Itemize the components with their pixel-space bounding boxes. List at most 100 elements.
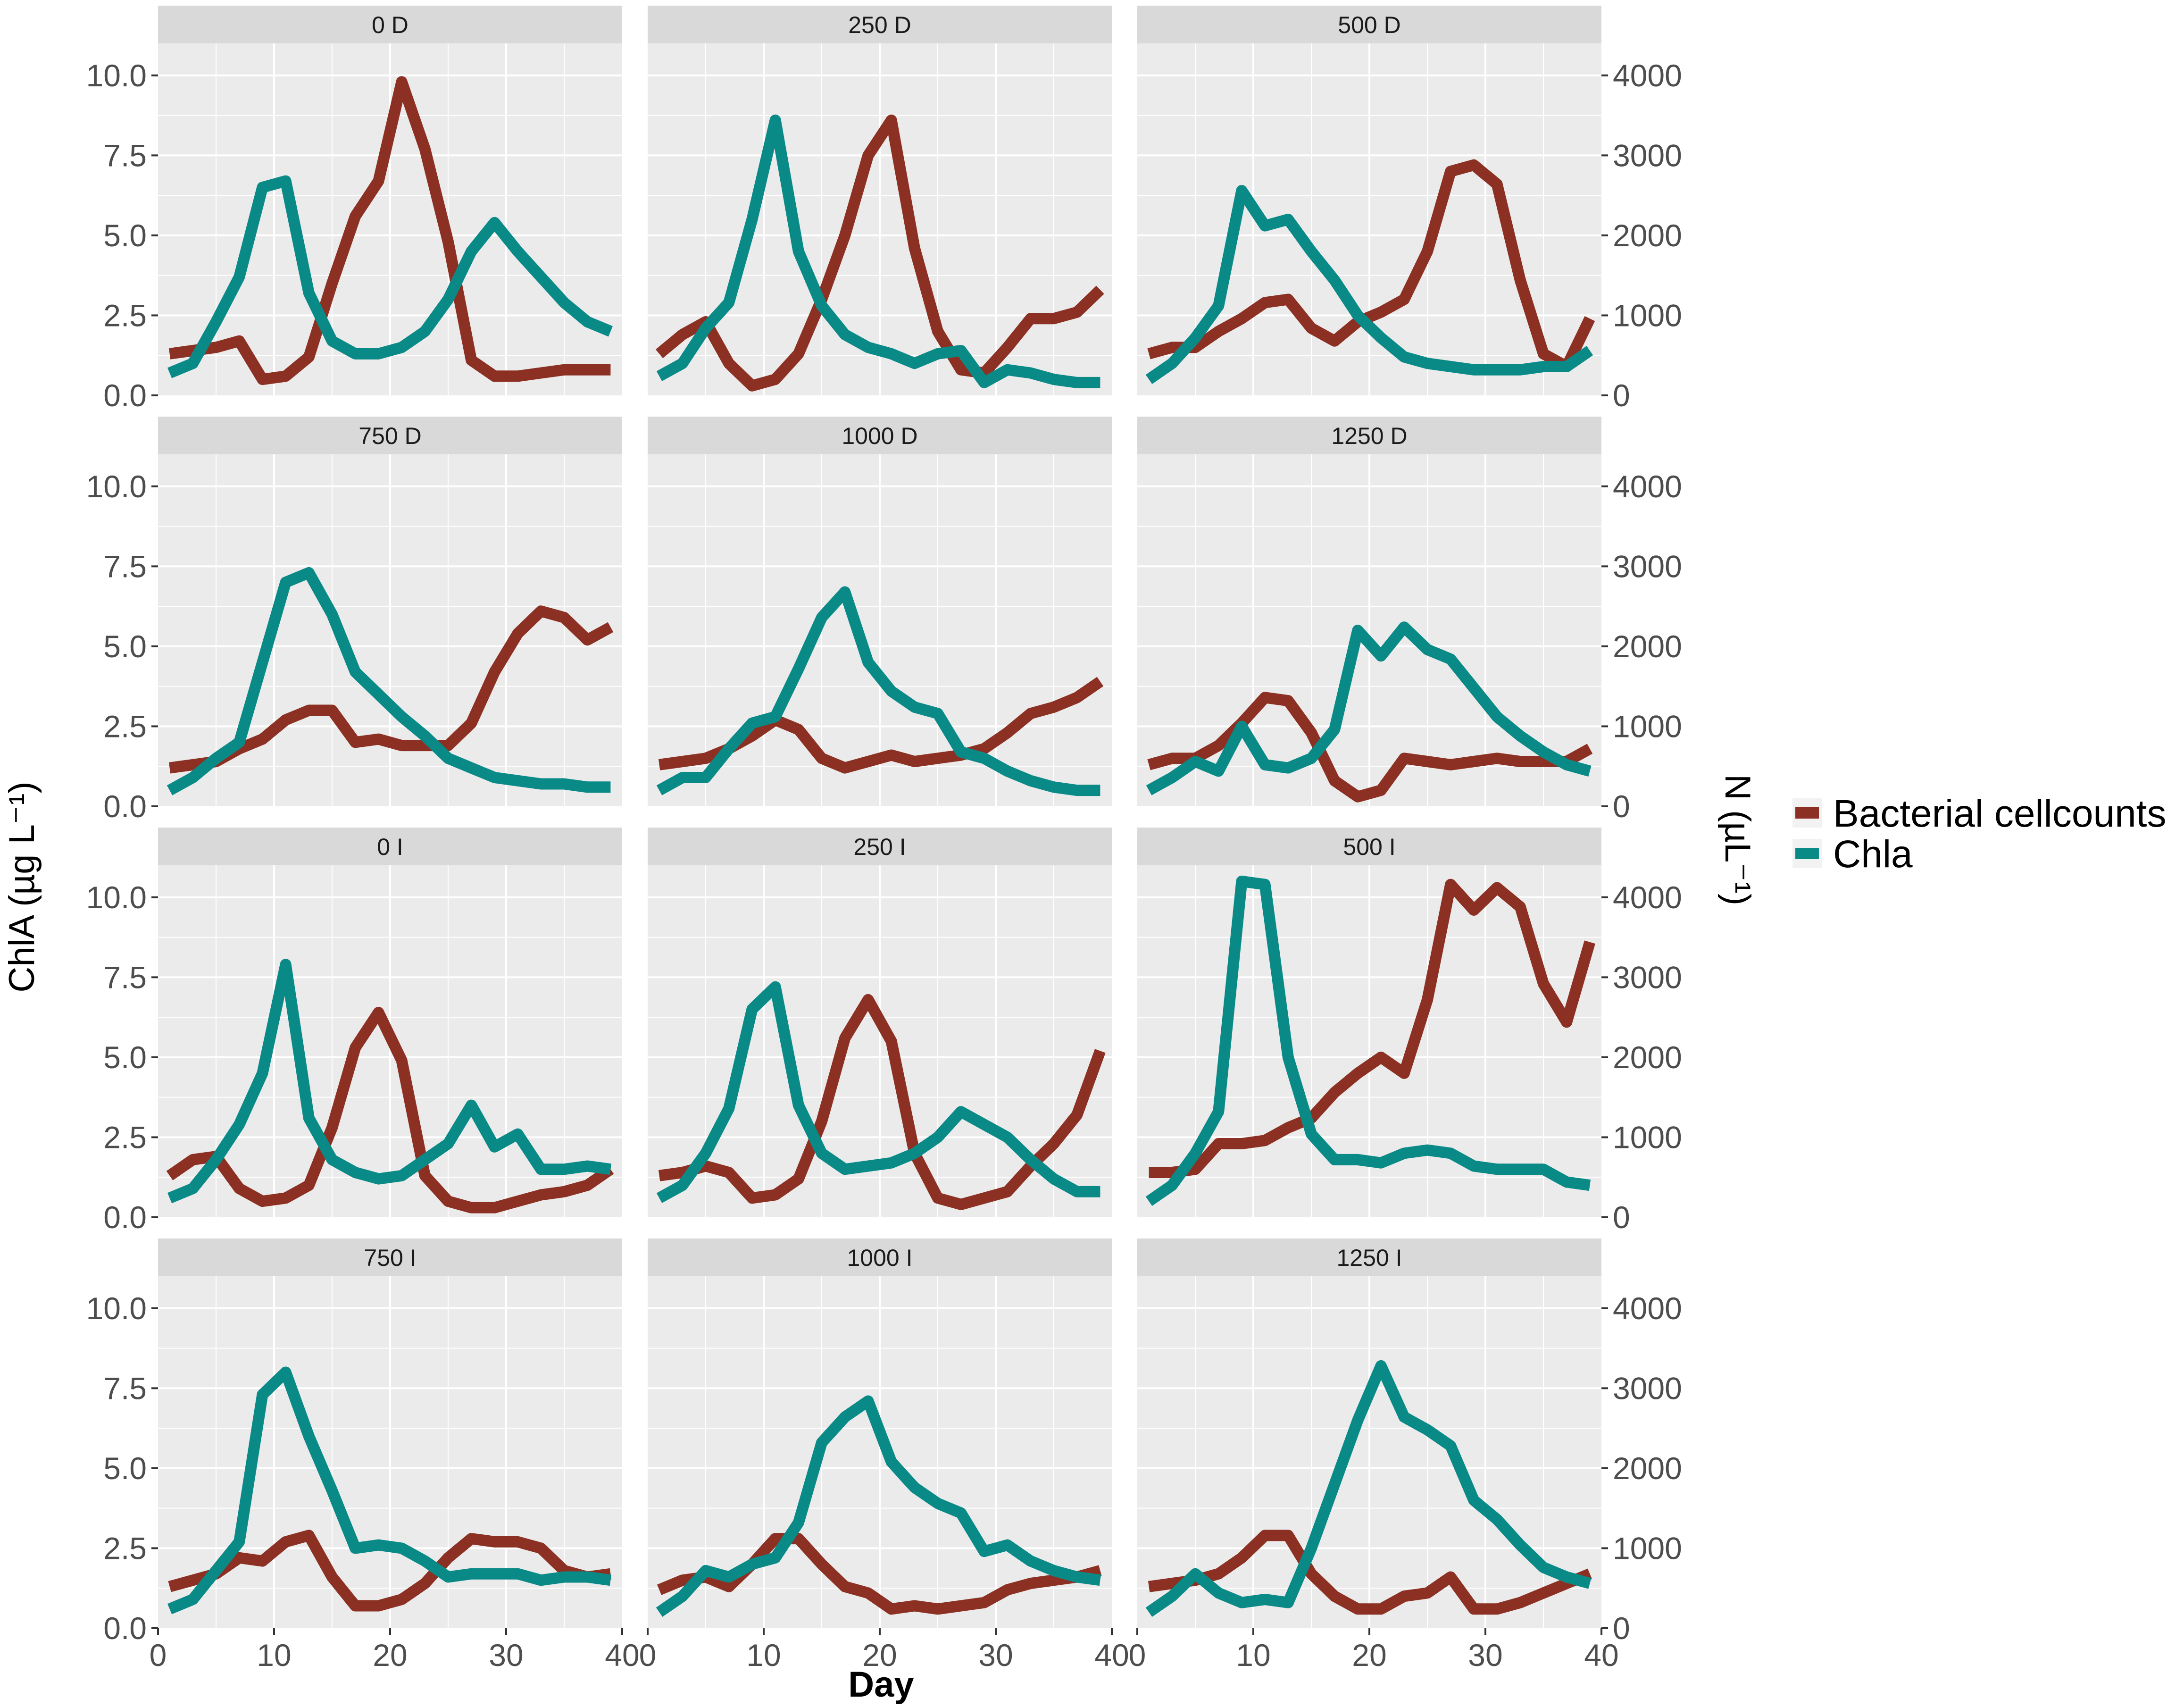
series-line-chla — [167, 1366, 612, 1615]
series-line-bacterial-cellcounts — [1147, 159, 1595, 372]
x-tick-label: 0 — [639, 1638, 657, 1673]
y-left-tick-label: 7.5 — [103, 549, 147, 584]
panel-strip — [158, 828, 622, 865]
y-left-tick-label: 0.0 — [103, 378, 147, 413]
panel-title: 250 I — [853, 834, 906, 860]
y-right-tick-label: 1000 — [1613, 1531, 1682, 1565]
y-left-tick-label: 7.5 — [103, 138, 147, 173]
panel-strip — [648, 417, 1112, 454]
y-axis-left-title: ChlA (µg L⁻¹) — [2, 781, 42, 992]
y-right-tick-label: 4000 — [1613, 469, 1682, 504]
panel-250-i: 250 I — [648, 828, 1112, 1217]
panel-strip — [158, 417, 622, 454]
y-left-tick-label: 10.0 — [86, 880, 147, 915]
panel-strip — [648, 828, 1112, 865]
series-line-bacterial-cellcounts — [1148, 1530, 1592, 1615]
x-tick-label: 10 — [1236, 1638, 1270, 1673]
panel-strip — [1137, 6, 1601, 43]
panel-title: 500 I — [1343, 834, 1395, 860]
panel-250-d: 250 D — [648, 6, 1112, 395]
y-left-tick-label: 0.0 — [103, 1611, 147, 1646]
series-line-chla — [656, 586, 1100, 796]
y-left-tick-label: 7.5 — [103, 1371, 147, 1406]
x-tick-label: 30 — [978, 1638, 1013, 1673]
y-right-tick-label: 1000 — [1613, 298, 1682, 333]
x-tick-label: 0 — [150, 1638, 167, 1673]
series-line-bacterial-cellcounts — [166, 1006, 614, 1213]
series-line-bacterial-cellcounts — [1149, 879, 1595, 1179]
panel-1000-i: 1000 I 0 10 20 30 40 — [639, 1238, 1129, 1673]
gridlines — [1137, 1276, 1601, 1628]
series-line-chla — [1145, 1360, 1592, 1617]
y-right-tick-label: 2000 — [1613, 629, 1682, 664]
y-left-tick-label: 5.0 — [103, 629, 147, 664]
series-line-chla — [1145, 184, 1593, 384]
panel-title: 1000 I — [847, 1245, 912, 1271]
y-right-tick-label: 2000 — [1613, 218, 1682, 253]
panel-0-d: 0 D 0.0 2.5 5.0 7.5 10.0 — [86, 6, 622, 413]
panel-title: 750 D — [358, 423, 421, 449]
legend-label-chla: Chla — [1833, 833, 1913, 876]
y-left-tick-label: 10.0 — [86, 58, 147, 93]
x-tick-label: 20 — [373, 1638, 407, 1673]
x-tick-label: 0 — [1129, 1638, 1146, 1673]
series-line-chla — [167, 567, 611, 795]
y-left-tick-label: 0.0 — [103, 1200, 147, 1235]
series-line-bacterial-cellcounts — [168, 1530, 612, 1612]
panel-title: 1250 D — [1331, 423, 1407, 449]
x-tick-label: 30 — [1468, 1638, 1502, 1673]
series-line-bacterial-cellcounts — [657, 1533, 1102, 1615]
y-right-tick-label: 4000 — [1613, 880, 1682, 915]
x-tick-label: 40 — [1094, 1638, 1129, 1673]
panel-750-d: 750 D 0.0 2.5 5.0 7.5 10.0 — [86, 417, 622, 824]
panel-title: 1000 D — [842, 423, 917, 449]
series-line-chla — [167, 959, 612, 1204]
series-line-bacterial-cellcounts — [1147, 692, 1593, 803]
panel-1250-i: 1250 I 0 1000 2000 3000 4000 0 10 20 30 40 — [1129, 1238, 1682, 1673]
y-right-tick-label: 1000 — [1613, 709, 1682, 744]
panel-title: 250 D — [848, 12, 911, 38]
x-tick-label: 40 — [1584, 1638, 1618, 1673]
x-axis-title: Day — [848, 1665, 914, 1705]
y-right-tick-label: 0 — [1613, 789, 1630, 824]
y-left-tick-label: 5.0 — [103, 1040, 147, 1075]
panel-strip — [648, 1238, 1112, 1276]
y-left-tick-label: 0.0 — [103, 789, 147, 824]
y-left-tick-label: 2.5 — [103, 1531, 147, 1565]
panel-title: 0 I — [377, 834, 403, 860]
panel-0-i: 0 I 0.0 2.5 5.0 7.5 10.0 — [86, 828, 622, 1235]
y-right-tick-label: 2000 — [1613, 1451, 1682, 1486]
y-right-tick-label: 0 — [1613, 378, 1630, 413]
y-left-tick-label: 7.5 — [103, 960, 147, 995]
series-line-chla — [656, 981, 1100, 1203]
y-left-tick-label: 2.5 — [103, 1120, 147, 1155]
panel-title: 750 I — [364, 1245, 416, 1271]
panel-title: 1250 I — [1336, 1245, 1402, 1271]
panel-1250-d: 1250 D 0 1000 2000 3000 4000 — [1137, 417, 1682, 824]
panel-strip — [1137, 417, 1601, 454]
y-right-tick-label: 0 — [1613, 1200, 1630, 1235]
x-tick-label: 20 — [862, 1638, 897, 1673]
panel-strip — [648, 6, 1112, 43]
x-tick-label: 30 — [489, 1638, 523, 1673]
series-line-bacterial-cellcounts — [168, 605, 614, 774]
y-left-tick-label: 10.0 — [86, 1291, 147, 1326]
y-right-tick-label: 0 — [1613, 1611, 1630, 1646]
panel-strip — [1137, 1238, 1601, 1276]
legend: Bacterial cellcounts Chla — [1792, 792, 2166, 876]
panel-500-i: 500 I 0 1000 2000 3000 4000 — [1137, 828, 1682, 1235]
y-right-tick-label: 2000 — [1613, 1040, 1682, 1075]
y-right-tick-label: 3000 — [1613, 960, 1682, 995]
series-line-chla — [656, 114, 1100, 388]
legend-label-bacterial: Bacterial cellcounts — [1833, 792, 2166, 835]
panel-strip — [1137, 828, 1601, 865]
series-line-bacterial-cellcounts — [168, 76, 611, 385]
gridlines — [1137, 865, 1601, 1217]
y-right-tick-label: 4000 — [1613, 58, 1682, 93]
series-line-bacterial-cellcounts — [658, 994, 1106, 1210]
y-left-tick-label: 5.0 — [103, 1451, 147, 1486]
x-tick-label: 20 — [1352, 1638, 1386, 1673]
y-left-tick-label: 10.0 — [86, 469, 147, 504]
